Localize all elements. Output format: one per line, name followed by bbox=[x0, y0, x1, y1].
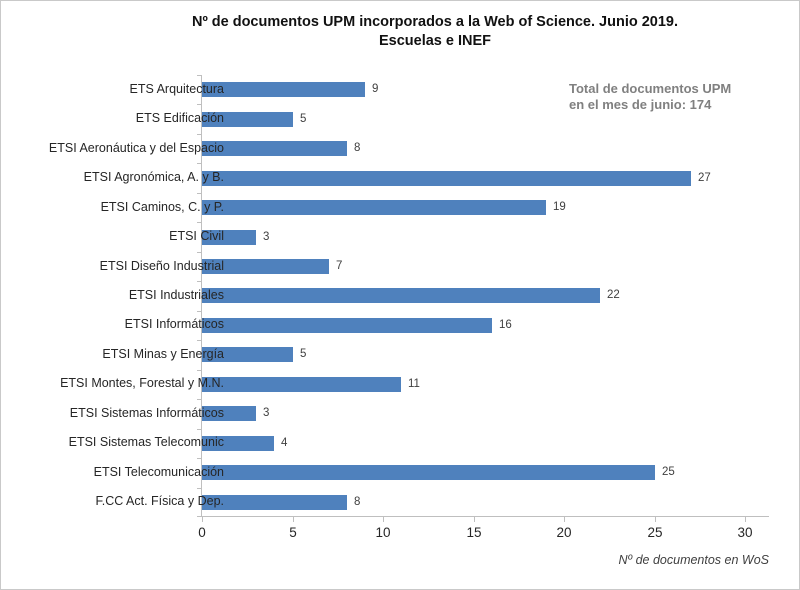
x-tick-label-15: 15 bbox=[466, 525, 482, 540]
bar-8 bbox=[202, 317, 492, 333]
bar-13 bbox=[202, 465, 655, 481]
category-label-10: ETSI Montes, Forestal y M.N. bbox=[60, 376, 224, 391]
category-tick bbox=[197, 252, 201, 253]
category-tick bbox=[197, 399, 201, 400]
x-tick-label-25: 25 bbox=[647, 525, 663, 540]
bar-2 bbox=[202, 141, 347, 157]
category-tick bbox=[197, 370, 201, 371]
bar-value-8: 16 bbox=[499, 318, 512, 331]
bar-row: 3 bbox=[202, 399, 769, 428]
bar-1 bbox=[202, 111, 293, 127]
category-tick bbox=[197, 193, 201, 194]
category-tick bbox=[197, 134, 201, 135]
bar-row: 16 bbox=[202, 311, 769, 340]
category-tick bbox=[197, 516, 201, 517]
bar-value-10: 11 bbox=[408, 377, 420, 390]
category-tick bbox=[197, 458, 201, 459]
bar-row: 8 bbox=[202, 134, 769, 163]
x-tick-label-10: 10 bbox=[375, 525, 391, 540]
x-tick-label-20: 20 bbox=[556, 525, 572, 540]
x-tick-label-30: 30 bbox=[737, 525, 753, 540]
chart-title-line2: Escuelas e INEF bbox=[378, 33, 492, 49]
bar-value-12: 4 bbox=[281, 436, 288, 449]
bar-9 bbox=[202, 347, 293, 363]
bar-0 bbox=[202, 82, 365, 98]
bar-value-2: 8 bbox=[354, 142, 361, 155]
category-label-2: ETSI Aeronáutica y del Espacio bbox=[48, 140, 224, 155]
bar-value-1: 5 bbox=[300, 112, 307, 125]
total-annotation-line2: en el mes de junio: 174 bbox=[569, 97, 712, 112]
bar-5 bbox=[202, 229, 256, 245]
category-label-11: ETSI Sistemas Informáticos bbox=[69, 405, 224, 420]
bar-value-4: 19 bbox=[553, 201, 566, 214]
chart-title: Nº de documentos UPM incorporados a la W… bbox=[91, 13, 779, 51]
bar-row: 3 bbox=[202, 222, 769, 251]
x-tick-mark-30 bbox=[745, 517, 746, 522]
bar-10 bbox=[202, 376, 401, 392]
category-label-5: ETSI Civil bbox=[169, 229, 224, 244]
bar-14 bbox=[202, 494, 347, 510]
bar-12 bbox=[202, 435, 274, 451]
bar-value-0: 9 bbox=[372, 83, 379, 96]
category-label-3: ETSI Agronómica, A. y B. bbox=[83, 170, 224, 185]
x-tick-mark-0 bbox=[202, 517, 203, 522]
bar-11 bbox=[202, 406, 256, 422]
bar-row: 9 bbox=[202, 75, 769, 104]
bar-row: 22 bbox=[202, 281, 769, 310]
x-tick-mark-20 bbox=[564, 517, 565, 522]
category-tick bbox=[197, 104, 201, 105]
x-axis-title: Nº de documentos en WoS bbox=[618, 553, 769, 567]
category-label-9: ETSI Minas y Energía bbox=[102, 346, 224, 361]
bar-4 bbox=[202, 200, 546, 216]
bar-value-6: 7 bbox=[336, 260, 343, 273]
bar-value-3: 27 bbox=[698, 171, 711, 184]
bar-row: 11 bbox=[202, 370, 769, 399]
category-tick bbox=[197, 429, 201, 430]
category-label-7: ETSI Industriales bbox=[128, 288, 224, 302]
total-annotation-line1: Total de documentos UPM bbox=[569, 81, 732, 96]
bar-row: 4 bbox=[202, 429, 769, 458]
plot-area: 9 5 8 27 19 3 7 22 16 5 11 3 4 25 8 0 5 10 15 20 25 30 bbox=[197, 75, 769, 540]
bar-value-5: 3 bbox=[263, 230, 270, 243]
bar-row: 25 bbox=[202, 458, 769, 487]
bar-value-7: 22 bbox=[607, 289, 620, 302]
x-tick-mark-15 bbox=[474, 517, 475, 522]
category-label-14: F.CC Act. Física y Dep. bbox=[95, 494, 224, 509]
category-label-12: ETSI Sistemas Telecomunic bbox=[68, 435, 224, 450]
bar-7 bbox=[202, 288, 600, 304]
bar-value-9: 5 bbox=[300, 348, 307, 361]
x-tick-label-5: 5 bbox=[289, 525, 297, 540]
category-label-0: ETS Arquitectura bbox=[129, 81, 225, 96]
bar-row: 19 bbox=[202, 193, 769, 222]
bar-row: 8 bbox=[202, 488, 769, 517]
chart-title-line1: Nº de documentos UPM incorporados a la W… bbox=[191, 14, 679, 30]
bar-value-11: 3 bbox=[263, 407, 270, 420]
x-tick-mark-25 bbox=[655, 517, 656, 522]
bar-row: 5 bbox=[202, 340, 769, 369]
category-label-6: ETSI Diseño Industrial bbox=[99, 258, 224, 273]
category-tick bbox=[197, 488, 201, 489]
category-tick bbox=[197, 163, 201, 164]
category-tick bbox=[197, 222, 201, 223]
category-label-1: ETS Edificación bbox=[135, 111, 224, 126]
x-tick-mark-10 bbox=[383, 517, 384, 522]
category-tick bbox=[197, 340, 201, 341]
category-label-4: ETSI Caminos, C. y P. bbox=[100, 199, 224, 214]
category-tick bbox=[197, 311, 201, 312]
bar-6 bbox=[202, 259, 329, 275]
bar-value-14: 8 bbox=[354, 495, 361, 508]
bar-row: 27 bbox=[202, 163, 769, 192]
bar-3 bbox=[202, 170, 691, 186]
category-tick bbox=[197, 75, 201, 76]
bar-row: 5 bbox=[202, 104, 769, 133]
x-tick-mark-5 bbox=[293, 517, 294, 522]
category-label-13: ETSI Telecomunicación bbox=[93, 464, 224, 479]
bar-value-13: 25 bbox=[662, 466, 675, 479]
category-tick bbox=[197, 281, 201, 282]
category-label-8: ETSI Informáticos bbox=[124, 317, 224, 332]
total-annotation: Total de documentos UPM en el mes de jun… bbox=[569, 81, 731, 113]
x-tick-label-0: 0 bbox=[198, 525, 206, 540]
bar-row: 7 bbox=[202, 252, 769, 281]
